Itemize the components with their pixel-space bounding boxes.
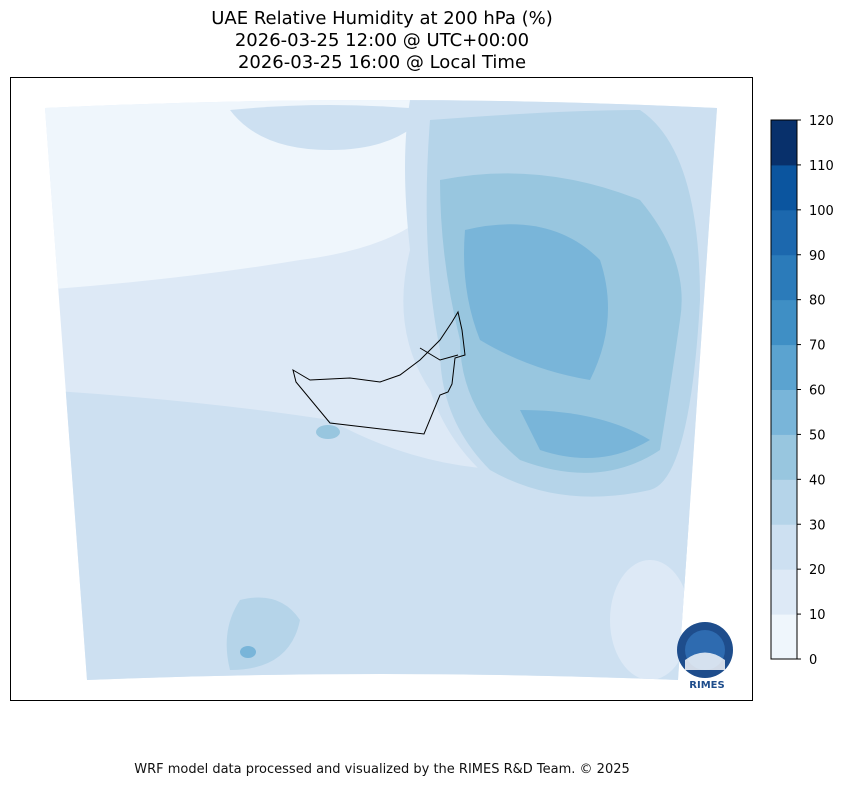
colorbar-tick-label: 110 (809, 159, 834, 174)
colorbar-tick-label: 50 (809, 428, 826, 443)
colorbar-segment (771, 299, 797, 346)
colorbar-tick-label: 70 (809, 339, 826, 354)
footer-credit: WRF model data processed and visualized … (134, 762, 630, 777)
logo-text: RIMES (689, 680, 724, 691)
uae-coastline (292, 310, 466, 435)
colorbar-segment (771, 479, 797, 525)
colorbar-tick-label: 20 (809, 563, 826, 578)
colorbar-segment (771, 569, 797, 615)
contour-10-20 (610, 560, 690, 680)
colorbar-tick-label: 60 (809, 384, 826, 399)
colorbar-segment (771, 164, 797, 211)
colorbar-tick-label: 10 (809, 608, 826, 623)
rimes-logo: RIMES (677, 622, 733, 691)
chart-title: UAE Relative Humidity at 200 hPa (%) (211, 8, 553, 29)
colorbar-tick-label: 80 (809, 294, 826, 309)
chart-subtitle-local: 2026-03-25 16:00 @ Local Time (237, 52, 527, 73)
colorbar-tick-label: 120 (809, 114, 834, 129)
contour-50-60 (464, 224, 608, 380)
colorbar-segment (771, 389, 797, 435)
colorbar-segment (771, 254, 797, 301)
colorbar-segment (771, 434, 797, 480)
colorbar-tick-label: 100 (809, 204, 834, 219)
colorbar-segment (771, 209, 797, 256)
colorbar-tick-label: 30 (809, 518, 826, 533)
contour-50-60 (520, 410, 650, 458)
colorbar-tick-label: 90 (809, 249, 826, 264)
colorbar-tick-label: 0 (809, 653, 817, 668)
colorbar-tick-label: 40 (809, 473, 826, 488)
contour-40-50 (240, 646, 256, 658)
map-frame (10, 77, 753, 701)
contour-20-30 (230, 105, 430, 150)
colorbar-segment (771, 614, 797, 660)
contour-20-30 (45, 390, 700, 680)
colorbar-segment (771, 120, 797, 166)
contour-30-40 (316, 425, 340, 439)
colorbar-segment (771, 344, 797, 390)
chart-subtitle-utc: 2026-03-25 12:00 @ UTC+00:00 (234, 30, 530, 51)
colorbar-segment (771, 524, 797, 570)
